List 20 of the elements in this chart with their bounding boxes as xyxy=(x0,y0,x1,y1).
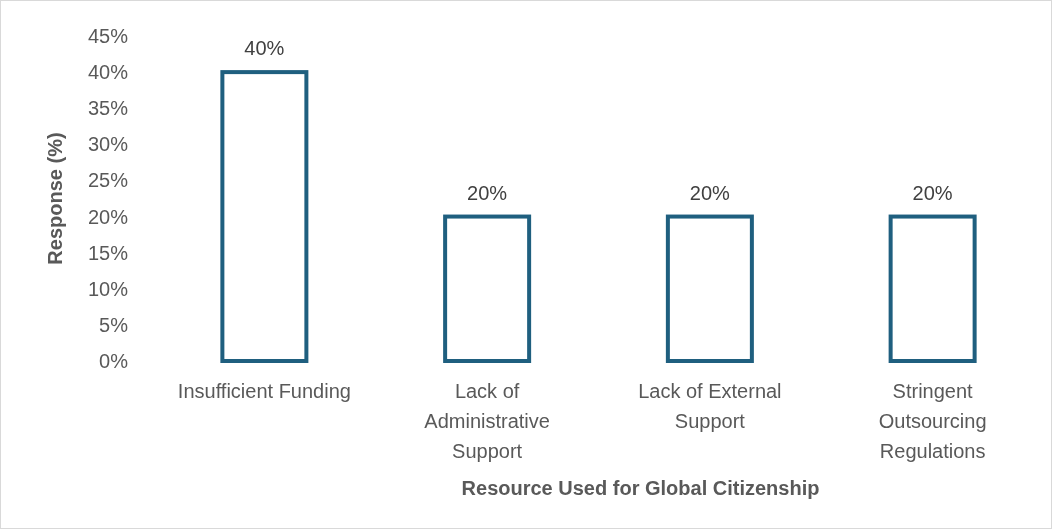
y-tick-label: 20% xyxy=(87,205,129,228)
data-label: 40% xyxy=(244,37,285,60)
y-tick-label: 30% xyxy=(87,133,129,156)
y-tick-label: 0% xyxy=(99,350,129,372)
data-label: 20% xyxy=(689,181,731,204)
y-tick-label: 25% xyxy=(87,169,129,192)
x-tick-label: Insufficient Funding xyxy=(177,380,351,402)
data-label: 20% xyxy=(467,181,508,204)
x-tick-label: Stringent Outsourcing Regulations xyxy=(878,380,987,462)
y-tick-label: 45% xyxy=(87,25,129,47)
data-label: 20% xyxy=(912,181,953,204)
x-tick-label: Lack of External Support xyxy=(638,380,782,432)
y-tick-label: 35% xyxy=(87,97,129,120)
x-tick-label: Lack of Administrative Support xyxy=(424,380,550,462)
y-tick-label: 5% xyxy=(99,313,129,336)
y-tick-label: 15% xyxy=(87,241,129,264)
y-axis-title: Response (%) xyxy=(44,132,66,265)
x-axis-title: Resource Used for Global Citizenship xyxy=(461,477,820,499)
y-tick-label: 40% xyxy=(87,61,129,84)
y-tick-label: 10% xyxy=(87,277,129,300)
